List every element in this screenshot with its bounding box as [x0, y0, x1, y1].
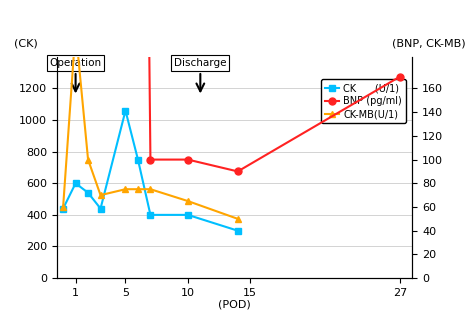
Text: (BNP, CK-MB): (BNP, CK-MB) [392, 38, 465, 48]
Text: Operation: Operation [49, 58, 101, 68]
Legend: CK      (U/1), BNP (pg/ml), CK-MB(U/1): CK (U/1), BNP (pg/ml), CK-MB(U/1) [321, 79, 406, 123]
Text: (CK): (CK) [14, 38, 38, 48]
Text: Discharge: Discharge [174, 58, 227, 68]
X-axis label: (POD): (POD) [218, 299, 251, 309]
